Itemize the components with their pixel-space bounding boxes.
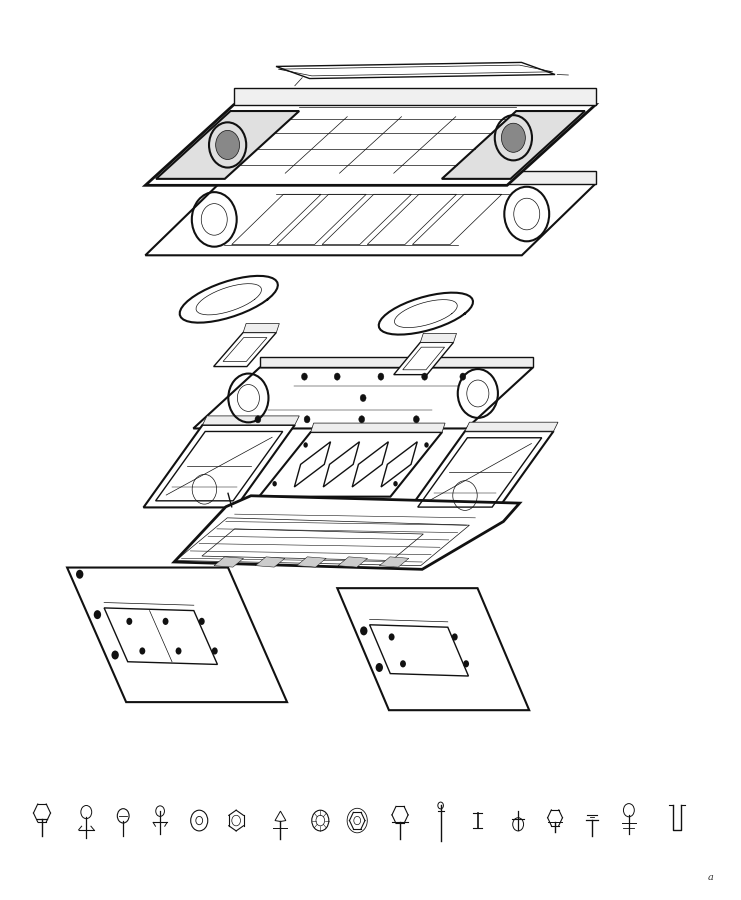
Circle shape — [425, 442, 429, 447]
Polygon shape — [67, 568, 287, 702]
Polygon shape — [243, 323, 279, 332]
Circle shape — [452, 634, 458, 641]
Polygon shape — [337, 589, 529, 710]
Circle shape — [303, 442, 308, 447]
Circle shape — [413, 416, 419, 423]
Polygon shape — [442, 111, 585, 179]
Circle shape — [76, 570, 84, 579]
Polygon shape — [193, 367, 533, 428]
Polygon shape — [144, 425, 295, 508]
Polygon shape — [145, 104, 596, 185]
Circle shape — [360, 626, 368, 635]
Polygon shape — [260, 356, 533, 367]
Polygon shape — [156, 111, 299, 179]
Polygon shape — [259, 432, 442, 497]
Polygon shape — [234, 88, 596, 104]
Circle shape — [302, 373, 308, 380]
Text: a: a — [708, 874, 714, 883]
Polygon shape — [406, 431, 554, 514]
Circle shape — [393, 481, 398, 486]
Circle shape — [378, 373, 384, 380]
Polygon shape — [202, 416, 299, 425]
Circle shape — [422, 373, 428, 380]
Circle shape — [460, 373, 466, 380]
Circle shape — [176, 647, 182, 654]
Circle shape — [359, 416, 365, 423]
Polygon shape — [219, 171, 596, 184]
Circle shape — [273, 481, 277, 486]
Polygon shape — [338, 557, 368, 567]
Polygon shape — [214, 557, 244, 567]
Circle shape — [389, 634, 394, 641]
Circle shape — [400, 661, 406, 668]
Circle shape — [334, 373, 340, 380]
Polygon shape — [145, 184, 596, 256]
Circle shape — [127, 617, 133, 625]
Circle shape — [304, 416, 310, 423]
Circle shape — [162, 617, 168, 625]
Polygon shape — [276, 62, 555, 78]
Circle shape — [463, 661, 469, 668]
Circle shape — [360, 394, 366, 401]
Polygon shape — [174, 496, 519, 570]
Circle shape — [111, 651, 119, 660]
Circle shape — [139, 647, 145, 654]
Circle shape — [216, 130, 239, 159]
Polygon shape — [310, 423, 445, 432]
Circle shape — [376, 663, 383, 672]
Circle shape — [199, 617, 205, 625]
Polygon shape — [213, 332, 276, 366]
Circle shape — [502, 123, 525, 152]
Circle shape — [212, 647, 218, 654]
Polygon shape — [420, 333, 456, 342]
Circle shape — [255, 416, 261, 423]
Polygon shape — [256, 557, 285, 567]
Polygon shape — [393, 342, 453, 374]
Polygon shape — [296, 557, 326, 567]
Circle shape — [93, 610, 101, 619]
Polygon shape — [379, 557, 409, 567]
Polygon shape — [465, 422, 558, 431]
